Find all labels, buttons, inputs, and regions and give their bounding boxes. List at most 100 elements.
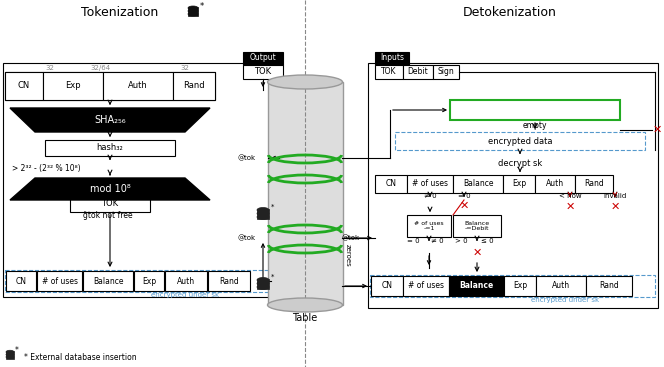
Text: encrypted under sk: encrypted under sk [151, 292, 219, 298]
Text: CN: CN [382, 281, 392, 291]
Bar [375, 65, 403, 79]
Bar [6, 351, 14, 359]
Ellipse shape [257, 214, 269, 219]
Text: *: * [272, 204, 275, 210]
Text: *: * [272, 274, 275, 280]
Bar [173, 72, 215, 100]
Bar [43, 72, 103, 100]
Bar [83, 271, 133, 291]
Text: Balance: Balance [459, 281, 493, 291]
Text: decrypt sk: decrypt sk [498, 159, 542, 167]
Text: 32/64: 32/64 [90, 65, 110, 71]
Ellipse shape [257, 207, 269, 212]
Text: # of uses: # of uses [408, 281, 444, 291]
Ellipse shape [257, 281, 269, 286]
Text: encrypted under sk: encrypted under sk [531, 297, 599, 303]
Text: CN: CN [15, 276, 27, 286]
Text: CN: CN [386, 179, 396, 189]
Bar [371, 276, 403, 296]
Bar [407, 215, 451, 237]
Polygon shape [10, 178, 210, 200]
Text: Exp: Exp [512, 179, 526, 189]
Text: < now: < now [558, 193, 581, 199]
Text: = 0: = 0 [457, 193, 470, 199]
Bar [243, 65, 283, 79]
Bar [70, 196, 150, 212]
Text: *: * [200, 1, 204, 11]
Text: Rand: Rand [219, 276, 239, 286]
Text: Balance
-=Debit: Balance -=Debit [464, 221, 489, 232]
Bar [257, 209, 269, 219]
Bar [5, 72, 215, 100]
Bar [134, 271, 164, 291]
Text: ≤ 0: ≤ 0 [481, 238, 493, 244]
Bar [6, 271, 36, 291]
Text: ✕: ✕ [652, 125, 662, 135]
Text: # of uses: # of uses [41, 276, 78, 286]
Bar [375, 175, 407, 193]
Text: mod 10⁸: mod 10⁸ [90, 184, 130, 194]
Bar [407, 175, 453, 193]
Text: Balance: Balance [93, 276, 124, 286]
Bar [449, 276, 504, 296]
Text: Auth: Auth [546, 179, 564, 189]
Bar [535, 175, 575, 193]
Bar [536, 276, 586, 296]
Text: ✕: ✕ [610, 202, 620, 212]
Bar [37, 271, 82, 291]
Ellipse shape [257, 277, 269, 283]
Bar [586, 276, 632, 296]
Bar [103, 72, 173, 100]
Text: Rand: Rand [183, 81, 205, 91]
Text: Inputs: Inputs [380, 54, 404, 62]
Bar [453, 175, 503, 193]
Text: empty: empty [523, 120, 547, 130]
Text: = 0: = 0 [406, 238, 419, 244]
Text: Auth: Auth [177, 276, 195, 286]
Text: Output: Output [250, 54, 276, 62]
Text: ✕: ✕ [459, 201, 469, 211]
Ellipse shape [6, 353, 14, 356]
Text: Auth: Auth [128, 81, 148, 91]
Text: TOK: TOK [254, 68, 272, 76]
Text: Debit: Debit [408, 68, 428, 76]
Text: # of uses: # of uses [412, 179, 448, 189]
Text: @tok: @tok [238, 155, 256, 161]
Ellipse shape [6, 350, 14, 354]
Text: hash₃₂: hash₃₂ [97, 143, 124, 153]
Text: Exp: Exp [142, 276, 156, 286]
Text: CN: CN [18, 81, 30, 91]
Bar [375, 52, 409, 65]
Text: 32: 32 [181, 65, 189, 71]
Ellipse shape [257, 284, 269, 290]
Text: invalid: invalid [604, 193, 627, 199]
Text: *: * [15, 345, 19, 355]
Text: * External database insertion: * External database insertion [24, 352, 137, 361]
Bar [268, 82, 343, 305]
Text: Table: Table [292, 313, 317, 323]
Text: ✕: ✕ [472, 248, 481, 258]
Text: ǧtok not free: ǧtok not free [83, 211, 133, 221]
Text: # of uses
-=1: # of uses -=1 [414, 221, 444, 232]
Bar [5, 72, 43, 100]
Bar [575, 175, 613, 193]
Bar [243, 52, 283, 65]
Text: ≠ 0: ≠ 0 [424, 193, 436, 199]
Bar [5, 270, 270, 292]
Text: 32: 32 [46, 65, 54, 71]
Bar [188, 7, 198, 16]
Text: SHA₂₅₆: SHA₂₅₆ [94, 115, 125, 125]
Text: zeroes: zeroes [345, 244, 351, 266]
Text: TOK: TOK [102, 200, 119, 208]
Text: Detokenization: Detokenization [463, 6, 557, 18]
Bar [165, 271, 207, 291]
Bar [403, 276, 449, 296]
Text: Rand: Rand [584, 179, 604, 189]
Bar [453, 215, 501, 237]
Text: encrypted data: encrypted data [488, 137, 552, 145]
Text: Tokenization: Tokenization [82, 6, 159, 18]
Text: Sign: Sign [438, 68, 454, 76]
Ellipse shape [188, 9, 198, 13]
Text: ✕: ✕ [565, 202, 574, 212]
Text: Rand: Rand [599, 281, 619, 291]
